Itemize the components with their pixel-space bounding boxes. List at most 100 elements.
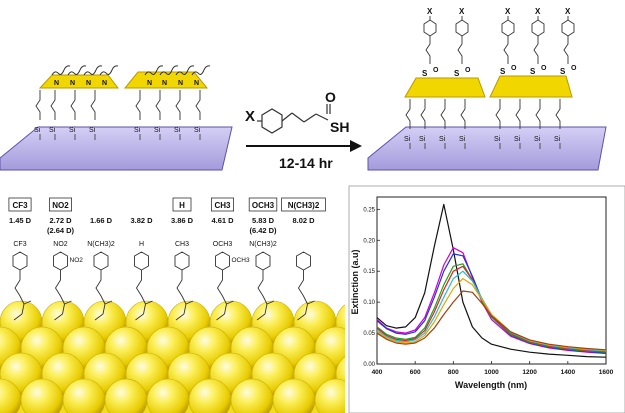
- plot-area: [376, 196, 607, 365]
- ring-substituent-label: NO2: [53, 241, 68, 248]
- alkene-chain: [297, 270, 308, 315]
- alkene-chain: [563, 36, 569, 64]
- thiol-atom-label: S: [422, 69, 428, 78]
- y-tick-label: 0.20: [363, 238, 375, 244]
- substituent-box: [8, 197, 32, 212]
- x-tick-label: 800: [448, 369, 459, 376]
- carbonyl-atom-label: O: [541, 65, 547, 72]
- tether-chain: [405, 99, 411, 129]
- thioester-bond: [135, 313, 144, 321]
- substituent-box: [210, 197, 234, 212]
- benzene-ring: [93, 251, 109, 271]
- thioester-bond: [297, 313, 306, 321]
- y-tick-label: 0.15: [363, 269, 375, 275]
- right-substrate-assembly: Si Si Si Si Si Si Si Si XS OXS OXS OXS OXS O: [367, 7, 607, 171]
- x-tick-label: 1600: [599, 369, 614, 376]
- tether-chain: [135, 90, 141, 120]
- tether-atom-label: Si: [494, 136, 501, 143]
- tether-atom-label: Si: [514, 136, 521, 143]
- tether-atom-label: Si: [134, 127, 141, 134]
- dipole-value: 3.86 D: [171, 216, 194, 225]
- series-line-1: [376, 203, 607, 358]
- carbonyl-bond: [104, 300, 113, 305]
- carbonyl-bond: [145, 300, 153, 305]
- tether-chain: [440, 99, 446, 129]
- product-substituent-label: X: [535, 7, 541, 16]
- anchor-atom-label: N: [178, 80, 183, 87]
- tether-chain: [90, 90, 96, 120]
- anchor-atom-label: N: [147, 80, 152, 87]
- dipole-value: 3.82 D: [130, 216, 153, 225]
- x-tick-label: 400: [372, 369, 383, 376]
- alkene-chain: [425, 36, 431, 64]
- carbonyl-bond: [185, 300, 194, 305]
- thioester-bond: [13, 313, 23, 321]
- left-gold-particle-1: [38, 74, 120, 89]
- anchor-atom-label: N: [86, 80, 91, 87]
- reagent-oxygen: O: [325, 89, 336, 105]
- tether-chain: [515, 99, 521, 129]
- y-tick-label: 0.25: [363, 207, 375, 213]
- wavy-ligand: [175, 65, 195, 76]
- x-tick-label: 600: [410, 369, 421, 376]
- y-tick-label: 0.00: [363, 362, 375, 368]
- chart-series: [376, 203, 607, 358]
- alkene-chain: [135, 270, 146, 315]
- wavy-ligand: [191, 65, 211, 76]
- anchor-atom-label: N: [54, 80, 59, 87]
- substituent-label: H: [179, 201, 185, 210]
- tether-chain: [495, 99, 501, 129]
- ring-substituent-label: OCH3: [213, 241, 233, 248]
- carbonyl-bond: [23, 300, 32, 305]
- substituent-box: [248, 197, 278, 212]
- alkene-chain: [216, 270, 227, 315]
- ligand-series: CF3 1.45 D CF3 NO2 2.72 D(2.64 D) NO2 NO2 1.66 …: [8, 197, 326, 321]
- right-gold-particle-1: [404, 77, 486, 98]
- thioester-bond: [94, 313, 104, 321]
- product-substituent-label: X: [459, 7, 465, 16]
- x-tick-label: 1200: [522, 369, 537, 376]
- left-substrate-assembly: Si Si Si Si Si Si Si Si N N N N N N N N: [0, 65, 233, 171]
- substituent-label: OCH3: [252, 201, 275, 210]
- substituent-label: CF3: [12, 201, 28, 210]
- x-tick-label: 1000: [484, 369, 499, 376]
- tether-atom-label: Si: [69, 127, 76, 134]
- tether-atom-label: Si: [459, 136, 466, 143]
- substituent-box: [172, 197, 192, 212]
- tether-atom-label: Si: [174, 127, 181, 134]
- dipole-value: 1.45 D: [9, 216, 32, 225]
- tether-atom-label: Si: [439, 136, 446, 143]
- reagent-substituent: X: [245, 108, 255, 125]
- reaction-arrowhead: [350, 140, 362, 152]
- thiol-atom-label: S: [454, 69, 460, 78]
- right-silane-tethers: Si Si Si Si Si Si Si Si: [404, 99, 561, 149]
- reagent-ring: [257, 104, 331, 134]
- thioester-bond: [216, 313, 225, 321]
- tether-chain: [155, 90, 161, 120]
- wavy-ligand: [51, 65, 71, 76]
- benzene-ring: [531, 19, 545, 37]
- gold-atom: [314, 378, 345, 413]
- ring-substituent-label: N(CH3)2: [249, 241, 277, 248]
- carbonyl-atom-label: O: [511, 65, 517, 72]
- tether-atom-label: Si: [194, 127, 201, 134]
- dipole-value: 4.61 D: [211, 216, 234, 225]
- benzene-ring: [561, 19, 575, 37]
- alkene-chain: [14, 270, 25, 315]
- product-substituent-label: X: [427, 7, 433, 16]
- chart-y-label: Extinction (a.u): [350, 249, 360, 314]
- dipole-value: 8.02 D: [292, 216, 315, 225]
- anchor-atom-label: N: [194, 80, 199, 87]
- benzene-ring: [501, 19, 515, 37]
- substituent-label: NO2: [52, 201, 69, 210]
- alkene-chain: [533, 36, 539, 64]
- substituent-label: CH3: [214, 201, 231, 210]
- ring-substituent-label: CF3: [13, 241, 26, 248]
- wavy-ligand: [83, 65, 103, 76]
- alkene-chain: [503, 36, 509, 64]
- substituent-label: N(CH3)2: [288, 201, 320, 210]
- tether-chain: [35, 90, 41, 120]
- carbonyl-atom-label: O: [433, 67, 439, 74]
- ring-substituent-label: CH3: [175, 241, 189, 248]
